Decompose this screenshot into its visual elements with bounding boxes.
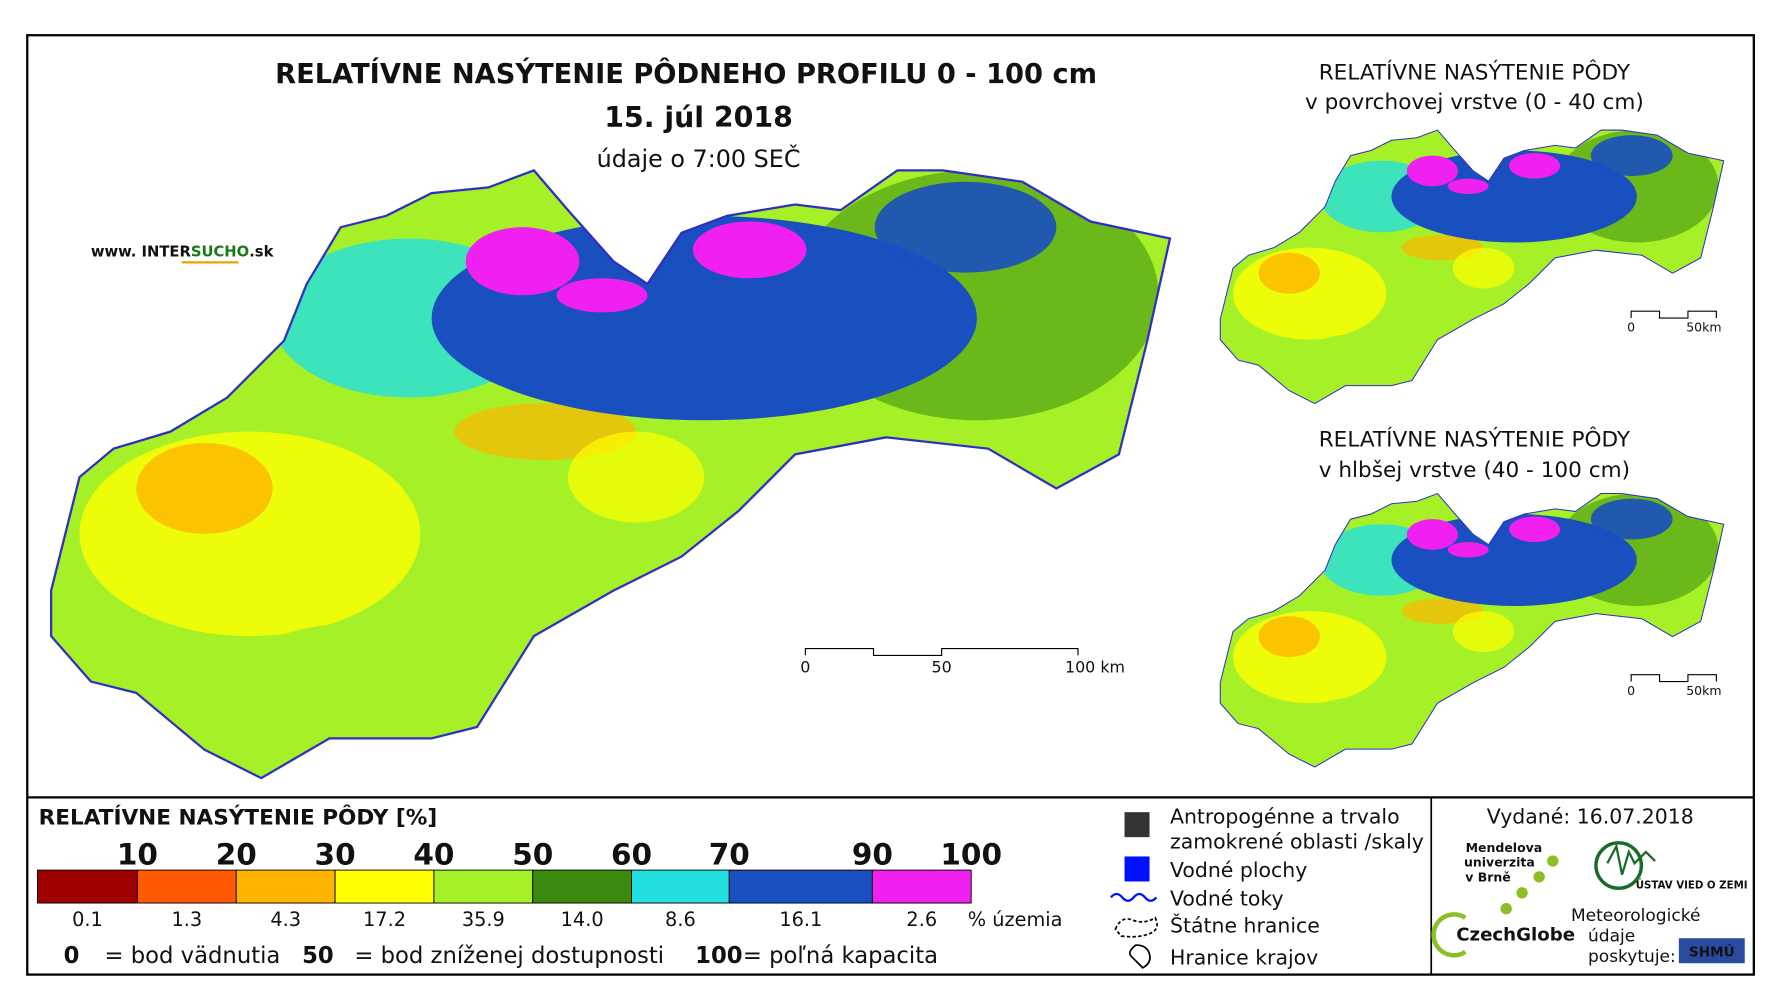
legend-boundary: 30 (315, 837, 356, 871)
legend-unit: % územia (968, 908, 1063, 931)
logo-text: SHMÚ (1689, 942, 1735, 960)
legend-boundary: 50 (512, 837, 553, 871)
legend-share: 17.2 (363, 908, 406, 931)
legend-swatch (235, 869, 336, 904)
legend-swatch (136, 869, 237, 904)
title: RELATÍVNE NASÝTENIE PÔDNEHO PROFILU 0 - … (275, 58, 1097, 90)
logo-text: univerzita (1464, 855, 1535, 870)
logos: Vydané: 16.07.2018 Mendelova univerzita … (1431, 805, 1748, 967)
scale-label: 50 (932, 657, 952, 676)
legend-boundary: 100 (940, 837, 1002, 871)
inset-subtitle: v povrchovej vrstve (0 - 40 cm) (1305, 90, 1644, 115)
inset-title: RELATÍVNE NASÝTENIE PÔDY (1319, 426, 1631, 452)
legend-share: 14.0 (561, 908, 604, 931)
legend-boundary: 20 (216, 837, 257, 871)
date: 15. júl 2018 (604, 101, 793, 134)
scale-label: 50km (1686, 683, 1721, 698)
inset-title: RELATÍVNE NASÝTENIE PÔDY (1319, 60, 1631, 86)
legend-swatch (37, 869, 138, 904)
inset-subtitle: v hlbšej vrstve (40 - 100 cm) (1319, 458, 1630, 483)
symbol-label: Vodné plochy (1170, 858, 1307, 882)
scale-label: 0 (1627, 683, 1635, 698)
legend-swatch (728, 869, 873, 904)
scale-label: 0 (800, 657, 810, 676)
main-scale-bar: 0 50 100 km (800, 648, 1125, 676)
symbol-label: Antropogénne a trvalo (1170, 805, 1400, 829)
note-text: = poľná kapacita (743, 943, 938, 969)
legend-swatch (334, 869, 435, 904)
logo-text: CzechGlobe (1456, 925, 1575, 946)
legend-share: 8.6 (665, 908, 696, 931)
logo-text: údaje (1588, 927, 1635, 947)
logo-text: ÚSTAV VIED O ZEMI (1636, 878, 1748, 891)
legend-share: 35.9 (462, 908, 505, 931)
symbol-label: Štátne hranice (1170, 913, 1320, 938)
note-key: 50 (302, 943, 334, 969)
symbols: Antropogénne a trvalo zamokrené oblasti … (1110, 805, 1424, 969)
legend-boundary: 60 (611, 837, 652, 871)
scale-label: 50km (1686, 320, 1721, 335)
legend-boundary: 10 (117, 837, 158, 871)
logo-text: v Brně (1465, 869, 1511, 884)
symbol-label: zamokrené oblasti /skaly (1170, 830, 1424, 854)
note-text: = bod vädnutia (105, 943, 281, 969)
inset-scale-bar (1630, 674, 1717, 683)
symbol-label: Hranice krajov (1170, 945, 1318, 969)
legend-swatch (532, 869, 633, 904)
scale-label: 100 km (1065, 657, 1125, 676)
website: www. INTERSUCHO.sk (91, 244, 275, 261)
legend-swatch (631, 869, 730, 904)
legend-boundary: 40 (413, 837, 454, 871)
note-key: 100 (695, 943, 742, 969)
logo-text: Mendelova (1466, 840, 1543, 855)
legend-swatch (433, 869, 534, 904)
time-note: údaje o 7:00 SEČ (597, 145, 801, 173)
logo-text: Meteorologické (1571, 906, 1700, 926)
legend-title: RELATÍVNE NASÝTENIE PÔDY [%] (39, 805, 438, 831)
legend-swatch (871, 869, 972, 904)
legend-share: 4.3 (270, 908, 301, 931)
legend-share: 1.3 (172, 908, 203, 931)
symbol-label: Vodné toky (1170, 886, 1284, 910)
legend-share: 0.1 (72, 908, 103, 931)
scale-label: 0 (1627, 320, 1635, 335)
legend-share: 16.1 (779, 908, 822, 931)
legend-share: 2.6 (906, 908, 937, 931)
note-text: = bod zníženej dostupnosti (354, 943, 664, 969)
legend-boundary: 90 (852, 837, 893, 871)
logo-text: poskytuje: (1588, 947, 1676, 967)
inset-scale-bar (1630, 310, 1717, 319)
note-key: 0 (64, 943, 80, 969)
issued-date: Vydané: 16.07.2018 (1487, 805, 1694, 829)
legend-boundary: 70 (709, 837, 750, 871)
